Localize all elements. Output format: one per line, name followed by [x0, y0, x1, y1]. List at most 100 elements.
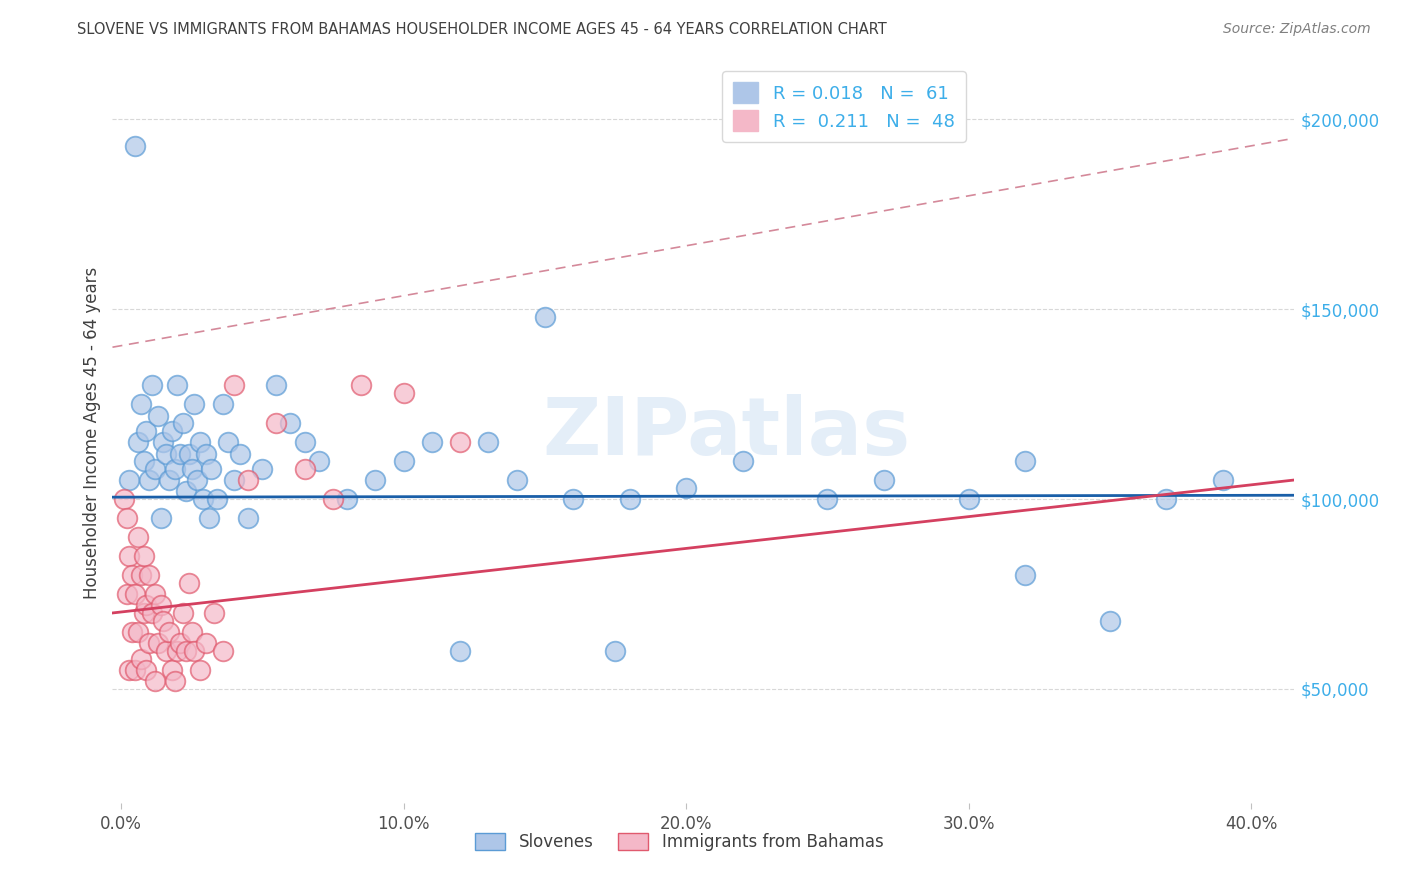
Point	[1156, 491, 1178, 506]
Point	[160, 424, 183, 438]
Point	[280, 416, 302, 430]
Point	[731, 454, 754, 468]
Point	[873, 473, 896, 487]
Point	[350, 378, 373, 392]
Point	[200, 461, 222, 475]
Point	[138, 636, 160, 650]
Point	[135, 599, 157, 613]
Point	[169, 446, 191, 460]
Point	[505, 473, 527, 487]
Point	[188, 663, 211, 677]
Point	[364, 473, 387, 487]
Point	[112, 491, 135, 506]
Point	[163, 674, 186, 689]
Point	[177, 446, 200, 460]
Point	[197, 511, 219, 525]
Legend: Slovenes, Immigrants from Bahamas: Slovenes, Immigrants from Bahamas	[468, 826, 890, 857]
Point	[124, 663, 146, 677]
Point	[188, 435, 211, 450]
Point	[477, 435, 499, 450]
Point	[211, 644, 233, 658]
Point	[152, 614, 174, 628]
Point	[294, 461, 316, 475]
Point	[191, 491, 214, 506]
Text: Source: ZipAtlas.com: Source: ZipAtlas.com	[1223, 22, 1371, 37]
Point	[135, 663, 157, 677]
Point	[266, 416, 288, 430]
Point	[135, 424, 157, 438]
Y-axis label: Householder Income Ages 45 - 64 years: Householder Income Ages 45 - 64 years	[83, 267, 101, 599]
Point	[205, 491, 228, 506]
Point	[211, 397, 233, 411]
Point	[1212, 473, 1234, 487]
Point	[1014, 568, 1036, 582]
Point	[146, 636, 169, 650]
Point	[157, 624, 180, 639]
Point	[118, 549, 141, 563]
Point	[172, 606, 194, 620]
Point	[228, 446, 250, 460]
Point	[121, 568, 143, 582]
Point	[1014, 454, 1036, 468]
Point	[619, 491, 641, 506]
Point	[143, 587, 166, 601]
Point	[236, 511, 259, 525]
Point	[174, 484, 197, 499]
Point	[127, 624, 149, 639]
Point	[149, 599, 172, 613]
Point	[155, 644, 177, 658]
Point	[194, 446, 217, 460]
Point	[143, 461, 166, 475]
Point	[202, 606, 225, 620]
Point	[155, 446, 177, 460]
Point	[132, 606, 155, 620]
Text: ZIPatlas: ZIPatlas	[543, 393, 911, 472]
Point	[174, 644, 197, 658]
Point	[222, 473, 245, 487]
Point	[322, 491, 344, 506]
Point	[146, 409, 169, 423]
Point	[143, 674, 166, 689]
Point	[392, 385, 415, 400]
Point	[180, 461, 202, 475]
Point	[115, 511, 138, 525]
Point	[392, 454, 415, 468]
Point	[294, 435, 316, 450]
Point	[420, 435, 443, 450]
Point	[183, 644, 205, 658]
Point	[562, 491, 585, 506]
Point	[149, 511, 172, 525]
Point	[127, 530, 149, 544]
Point	[129, 568, 152, 582]
Point	[141, 378, 163, 392]
Point	[217, 435, 239, 450]
Point	[533, 310, 555, 324]
Point	[449, 644, 471, 658]
Point	[336, 491, 359, 506]
Point	[124, 139, 146, 153]
Point	[141, 606, 163, 620]
Point	[308, 454, 330, 468]
Point	[157, 473, 180, 487]
Point	[163, 461, 186, 475]
Point	[236, 473, 259, 487]
Point	[138, 568, 160, 582]
Point	[186, 473, 208, 487]
Point	[957, 491, 980, 506]
Point	[180, 624, 202, 639]
Point	[115, 587, 138, 601]
Point	[252, 461, 274, 475]
Point	[152, 435, 174, 450]
Point	[127, 435, 149, 450]
Point	[160, 663, 183, 677]
Point	[449, 435, 471, 450]
Point	[169, 636, 191, 650]
Point	[132, 549, 155, 563]
Point	[118, 663, 141, 677]
Point	[183, 397, 205, 411]
Point	[815, 491, 838, 506]
Point	[166, 644, 188, 658]
Point	[121, 624, 143, 639]
Point	[124, 587, 146, 601]
Point	[129, 397, 152, 411]
